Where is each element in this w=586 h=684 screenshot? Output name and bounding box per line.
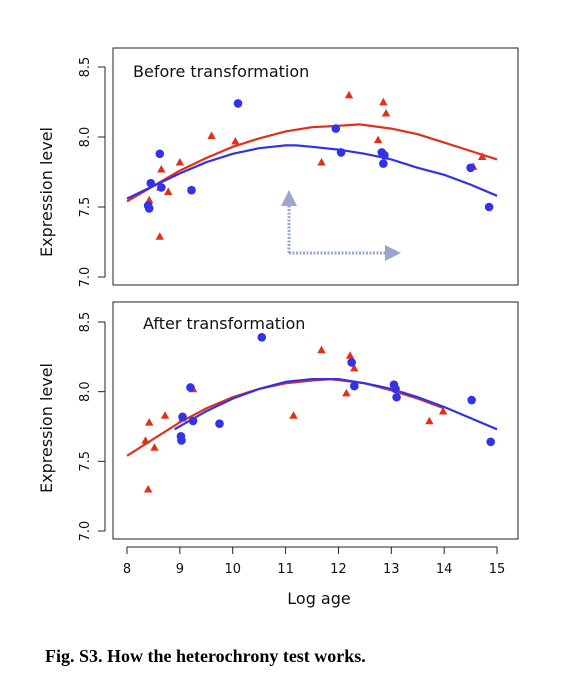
red-triangle-point [373, 135, 383, 144]
panel-title: Before transformation [133, 62, 309, 81]
red-triangle-point [317, 345, 326, 354]
red-triangle-point [344, 90, 354, 99]
right-arrow-head [385, 245, 401, 261]
blue-circle-point [379, 159, 388, 168]
red-triangle-point [150, 443, 159, 451]
blue-circle-point [392, 392, 401, 402]
blue-circle-point [257, 333, 267, 342]
blue-circle-point [177, 436, 186, 445]
panel-before: Before transformation Expression level 7… [37, 47, 519, 288]
blue-circle-point [467, 395, 476, 405]
plot-frame [112, 301, 519, 540]
y-tick-label: 8.0 [78, 127, 93, 148]
panel-after: After transformation Expression level Lo… [37, 301, 519, 608]
red-triangle-point [438, 406, 448, 415]
red-triangle-point [379, 97, 388, 106]
y-tick-label: 7.0 [78, 267, 93, 288]
x-tick-label: 12 [330, 562, 347, 577]
red-triangle-point [478, 152, 487, 160]
blue-circle-point [349, 381, 359, 391]
blue-circle-point [146, 178, 156, 188]
red-triangle-point [317, 158, 326, 166]
blue-circle-point [157, 183, 166, 192]
panel-title: After transformation [143, 314, 305, 333]
red-triangle-point [350, 363, 359, 372]
blue-circle-point [187, 185, 196, 195]
blue-circle-point [233, 99, 243, 108]
blue-circle-point [380, 150, 389, 160]
blue-circle-point [466, 163, 475, 173]
x-tick-label: 8 [123, 562, 131, 577]
red-triangle-point [143, 485, 153, 493]
y-tick-label: 7.5 [78, 451, 93, 472]
blue-circle-point [391, 384, 400, 394]
red-triangle-point [157, 165, 166, 173]
blue-circle-point [155, 149, 165, 159]
blue-circle-point [144, 204, 154, 213]
y-axis-title: Expression level [37, 363, 56, 493]
red-triangle-point [425, 416, 434, 425]
blue-circle-point [186, 383, 195, 392]
red-triangle-point [342, 388, 351, 397]
blue-circle-point [188, 416, 198, 426]
red-triangle-point [164, 187, 173, 195]
y-tick-label: 8.5 [78, 312, 93, 333]
red-triangle-point [141, 436, 150, 444]
red-fit-curve [126, 123, 498, 203]
plot-frame [112, 47, 519, 286]
red-triangle-point [231, 137, 240, 145]
y-tick-label: 7.5 [78, 197, 93, 218]
blue-fit-curve [174, 378, 498, 431]
x-tick-label: 11 [277, 562, 294, 577]
blue-circle-point [178, 412, 187, 422]
blue-circle-point [215, 419, 224, 429]
figure-caption: Fig. S3. How the heterochrony test works… [45, 646, 366, 666]
x-tick-label: 13 [383, 562, 400, 577]
x-axis-title: Log age [287, 589, 350, 608]
red-triangle-point [145, 418, 154, 426]
y-tick-label: 8.5 [78, 57, 93, 78]
blue-circle-point [336, 148, 346, 157]
red-triangle-point [160, 411, 170, 419]
red-triangle-point [175, 158, 185, 166]
red-fit-curve [126, 378, 445, 457]
x-tick-label: 14 [436, 562, 453, 577]
blue-circle-point [486, 437, 495, 447]
blue-circle-point [484, 202, 494, 212]
blue-fit-curve [126, 144, 498, 200]
y-axis-title: Expression level [37, 127, 56, 257]
x-tick-label: 9 [176, 562, 184, 577]
red-triangle-point [345, 351, 355, 359]
up-arrow-head [281, 190, 297, 206]
y-tick-label: 8.0 [78, 381, 93, 402]
red-triangle-point [289, 411, 298, 419]
y-tick-label: 7.0 [78, 521, 93, 542]
x-tick-label: 15 [489, 562, 506, 577]
blue-circle-point [331, 124, 341, 133]
red-triangle-point [381, 109, 391, 117]
x-tick-label: 10 [224, 562, 241, 577]
red-triangle-point [155, 232, 164, 240]
blue-circle-point [347, 358, 356, 367]
red-triangle-point [207, 131, 216, 139]
